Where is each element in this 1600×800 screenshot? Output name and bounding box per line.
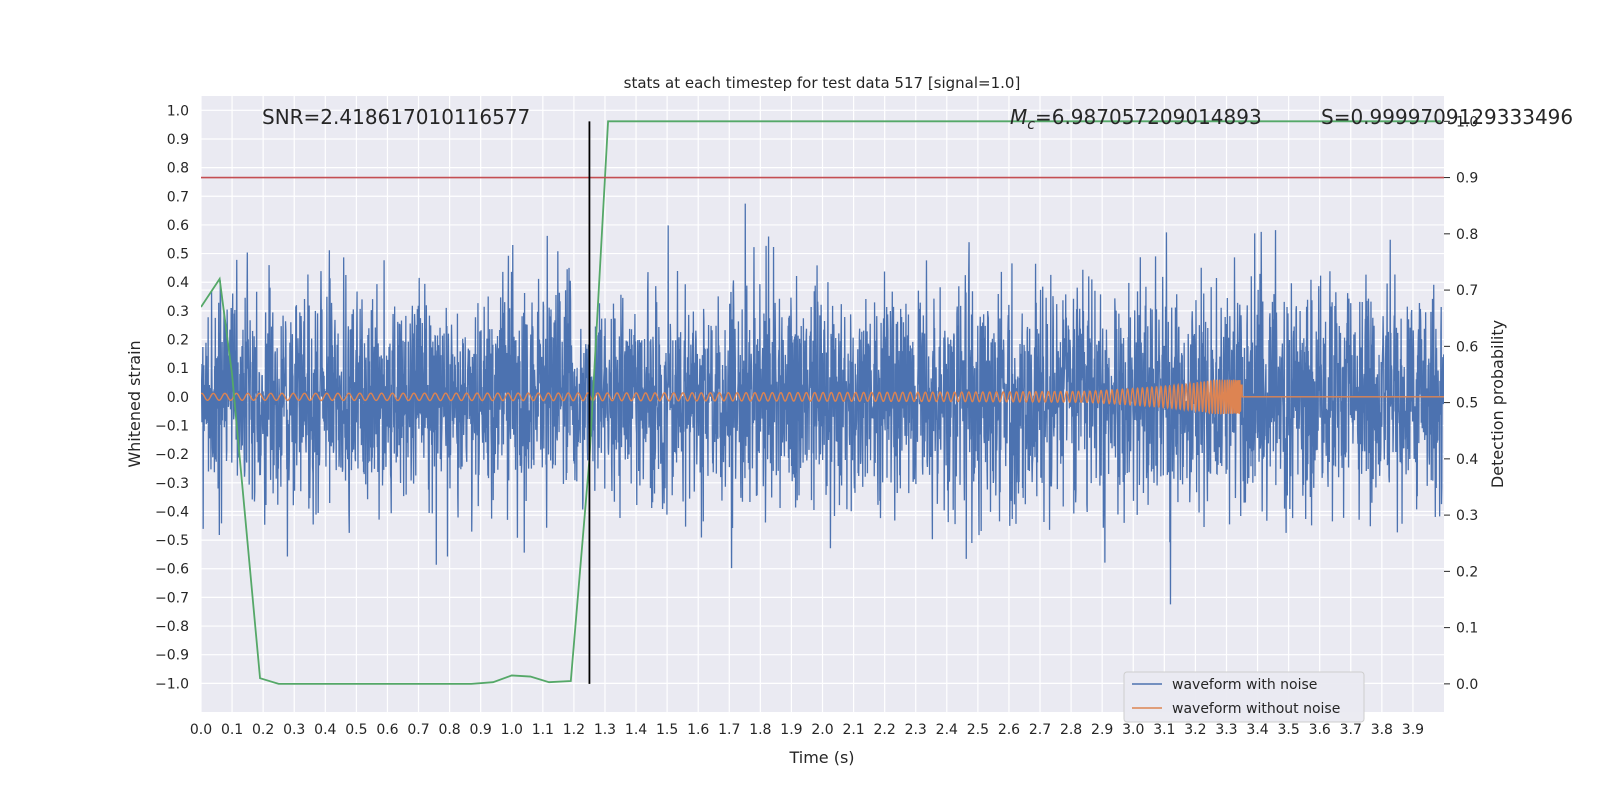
x-tick-label: 3.5: [1277, 722, 1299, 738]
y-tick-label: 0.1: [167, 361, 189, 377]
y-tick-label: −0.3: [155, 476, 189, 492]
series-detection-probability: [201, 120, 1441, 685]
y-tick-label: −0.5: [155, 533, 189, 549]
y-right-tick-label: 0.1: [1456, 621, 1478, 637]
detection-probability-line: [201, 120, 1441, 685]
x-tick-label: 0.9: [470, 722, 492, 738]
y-tick-label: 0.7: [167, 189, 189, 205]
y-tick-label: 0.0: [167, 390, 189, 406]
x-tick-label: 0.4: [314, 722, 336, 738]
x-tick-label: 2.0: [811, 722, 833, 738]
x-axis-label: Time (s): [788, 748, 854, 767]
x-tick-label: 1.3: [594, 722, 616, 738]
x-tick-label: 3.6: [1309, 722, 1331, 738]
x-tick-label: 0.5: [345, 722, 367, 738]
y-tick-label: 0.5: [167, 247, 189, 263]
y-right-tick-label: 0.8: [1456, 227, 1478, 243]
legend-label-noise: waveform with noise: [1172, 677, 1317, 693]
y-tick-label: 0.6: [167, 218, 189, 234]
x-tick-label: 3.8: [1371, 722, 1393, 738]
x-tick-label: 0.0: [190, 722, 212, 738]
chart-title: stats at each timestep for test data 517…: [624, 74, 1021, 92]
y-tick-label: 0.2: [167, 333, 189, 349]
y-right-tick-label: 0.7: [1456, 283, 1478, 299]
y-tick-label: −0.7: [155, 590, 189, 606]
x-tick-label: 0.2: [252, 722, 274, 738]
x-tick-label: 0.1: [221, 722, 243, 738]
x-tick-label: 3.7: [1340, 722, 1362, 738]
x-tick-label: 0.6: [376, 722, 398, 738]
series-waveform-with-noise: [201, 203, 1444, 605]
x-tick-label: 3.2: [1184, 722, 1206, 738]
y-tick-label: −0.8: [155, 619, 189, 635]
waveform-without-noise-line: [201, 379, 1444, 415]
y-right-tick-label: 0.4: [1456, 452, 1478, 468]
x-tick-label: 2.9: [1091, 722, 1113, 738]
x-tick-label: 2.5: [967, 722, 989, 738]
x-tick-label: 2.6: [998, 722, 1020, 738]
x-tick-label: 1.8: [749, 722, 771, 738]
legend: waveform with noise waveform without noi…: [1123, 671, 1365, 723]
x-tick-label: 1.9: [780, 722, 802, 738]
y-axis-label: Whitened strain: [125, 340, 144, 467]
x-tick-label: 1.0: [501, 722, 523, 738]
x-tick-label: 2.1: [842, 722, 864, 738]
x-tick-label: 1.5: [656, 722, 678, 738]
y-right-tick-label: 0.9: [1456, 171, 1478, 187]
y-tick-label: −0.1: [155, 418, 189, 434]
y-tick-label: 0.8: [167, 161, 189, 177]
x-tick-label: 1.4: [625, 722, 647, 738]
x-tick-label: 3.3: [1215, 722, 1237, 738]
y-right-tick-labels: 0.0 0.1 0.2 0.3 0.4 0.5 0.6 0.7 0.8 0.9 1.0: [1444, 114, 1478, 693]
score-annotation: S=0.9999709129333496: [1321, 105, 1573, 129]
y-tick-label: −0.9: [155, 648, 189, 664]
legend-label-clean: waveform without noise: [1172, 701, 1340, 717]
y-tick-label: −0.4: [155, 504, 189, 520]
y-tick-label: 0.3: [167, 304, 189, 320]
x-tick-label: 3.4: [1246, 722, 1268, 738]
x-tick-label: 3.0: [1122, 722, 1144, 738]
y-right-axis-label: Detection probability: [1488, 320, 1507, 488]
legend-box: [1123, 671, 1365, 723]
y-tick-label: 1.0: [167, 103, 189, 119]
x-tick-label: 2.7: [1029, 722, 1051, 738]
chirp-mass-annotation: Mc=6.987057209014893: [1010, 105, 1262, 133]
y-tick-label: 0.4: [167, 275, 189, 291]
y-tick-label: −0.2: [155, 447, 189, 463]
x-tick-label: 1.1: [532, 722, 554, 738]
chirp-mass-subscript: c: [1027, 117, 1035, 133]
x-tick-label: 1.2: [563, 722, 585, 738]
x-tick-labels: 0.0 0.1 0.2 0.3 0.4 0.5 0.6 0.7 0.8 0.9 1.0 1.1 1.2 1…: [190, 722, 1424, 738]
chirp-mass-value: =6.987057209014893: [1035, 105, 1262, 129]
x-tick-label: 3.9: [1402, 722, 1424, 738]
y-right-tick-label: 1.0: [1456, 114, 1478, 130]
y-tick-label: −0.6: [155, 562, 189, 578]
y-tick-label: 0.9: [167, 132, 189, 148]
x-tick-label: 0.7: [407, 722, 429, 738]
x-tick-label: 2.2: [874, 722, 896, 738]
x-tick-label: 2.3: [905, 722, 927, 738]
waveform-with-noise-line: [201, 203, 1444, 605]
y-right-tick-label: 0.6: [1456, 339, 1478, 355]
y-tick-labels: −1.0 −0.9 −0.8 −0.7 −0.6 −0.5 −0.4 −0.3 −0.2 −0.1…: [155, 103, 189, 692]
x-tick-label: 0.3: [283, 722, 305, 738]
x-tick-label: 2.4: [936, 722, 958, 738]
snr-annotation: SNR=2.418617010116577: [262, 105, 530, 129]
x-tick-label: 0.8: [438, 722, 460, 738]
x-tick-label: 1.6: [687, 722, 709, 738]
x-tick-label: 3.1: [1153, 722, 1175, 738]
y-tick-label: −1.0: [155, 676, 189, 692]
x-tick-label: 2.8: [1060, 722, 1082, 738]
y-right-tick-label: 0.3: [1456, 508, 1478, 524]
y-right-tick-label: 0.2: [1456, 564, 1478, 580]
series-waveform-without-noise: [201, 379, 1444, 415]
y-right-tick-label: 0.5: [1456, 396, 1478, 412]
chirp-mass-symbol: M: [1010, 105, 1027, 129]
x-tick-label: 1.7: [718, 722, 740, 738]
y-right-tick-label: 0.0: [1456, 677, 1478, 693]
